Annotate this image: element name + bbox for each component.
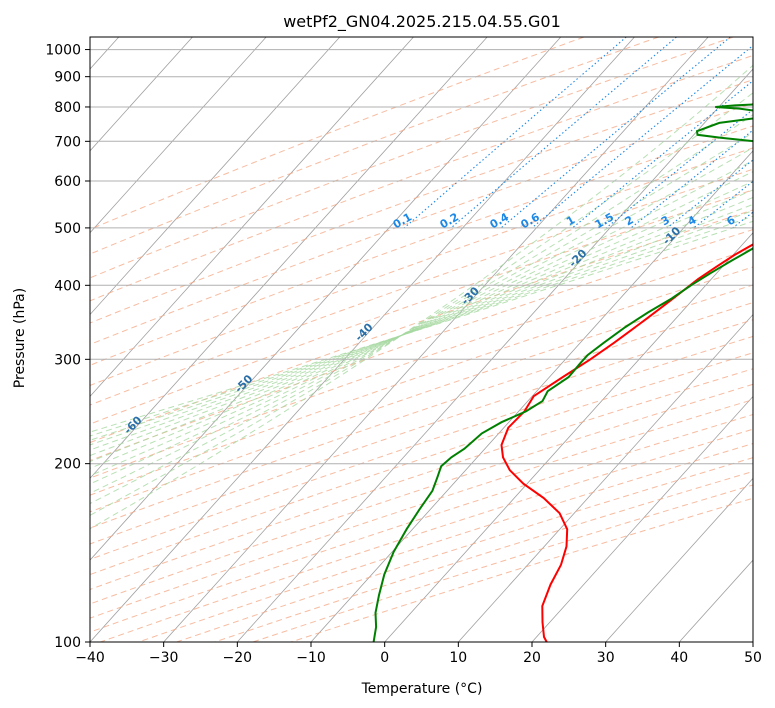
mixing-ratio-line bbox=[732, 211, 753, 229]
dry-adiabat-line bbox=[90, 37, 659, 255]
mixing-ratio-line bbox=[605, 108, 753, 229]
mixing-ratio-label: 4 bbox=[685, 213, 698, 228]
mixing-ratio-label: 2 bbox=[623, 213, 636, 228]
dry-adiabat-label: -20 bbox=[566, 246, 589, 269]
isotherm-line bbox=[237, 68, 753, 642]
mixing-ratio-line bbox=[403, 37, 627, 229]
x-tick-label: −10 bbox=[296, 650, 326, 666]
y-tick-label: 600 bbox=[54, 174, 81, 190]
moist-adiabat-line bbox=[90, 171, 753, 469]
isotherm-line bbox=[458, 313, 753, 642]
x-axis-label: Temperature (°C) bbox=[361, 681, 483, 697]
isotherm-line bbox=[679, 559, 753, 642]
dry-adiabat-label: -70 bbox=[0, 476, 14, 499]
x-tick-label: −40 bbox=[75, 650, 105, 666]
zero-isotherm-label: 0 bbox=[761, 203, 775, 218]
dry-adiabat-line bbox=[90, 147, 753, 386]
dry-adiabat-line bbox=[90, 228, 753, 462]
dry-adiabat-line bbox=[90, 37, 734, 279]
isotherm-line bbox=[90, 37, 635, 642]
isotherm-line bbox=[90, 37, 414, 398]
plot-area: 0.10.20.40.611.52346810131620253036-100-… bbox=[0, 37, 775, 642]
y-tick-label: 100 bbox=[54, 635, 81, 651]
dry-adiabat-line bbox=[176, 457, 753, 642]
dry-adiabat-line bbox=[100, 428, 753, 642]
mixing-ratio-line bbox=[572, 80, 753, 229]
mixing-ratio-label: 1 bbox=[564, 213, 577, 228]
dry-adiabat-label: -40 bbox=[352, 320, 375, 343]
isotherm-line bbox=[163, 37, 709, 642]
y-tick-label: 200 bbox=[54, 457, 81, 473]
dry-adiabat-line bbox=[90, 284, 753, 513]
isotherm-line bbox=[90, 37, 193, 152]
x-tick-label: 10 bbox=[449, 650, 467, 666]
isotherm-line bbox=[531, 395, 753, 642]
isotherm-line bbox=[310, 150, 753, 642]
dry-adiabat-line bbox=[90, 37, 585, 230]
chart-title: wetPf2_GN04.2025.215.04.55.G01 bbox=[283, 12, 561, 32]
moist-adiabat-line bbox=[90, 114, 753, 505]
dry-adiabat-line bbox=[90, 368, 753, 590]
isotherm-line bbox=[90, 37, 267, 234]
dry-adiabat-line bbox=[90, 335, 753, 560]
y-tick-label: 500 bbox=[54, 221, 81, 237]
moist-adiabat-line bbox=[90, 189, 753, 457]
dry-adiabat-line bbox=[90, 168, 753, 406]
isotherm-line bbox=[384, 232, 753, 642]
dry-adiabat-line bbox=[90, 399, 753, 619]
moist-adiabat-line bbox=[90, 131, 753, 494]
dry-adiabat-line bbox=[90, 54, 753, 302]
x-tick-label: 30 bbox=[597, 650, 615, 666]
mixing-ratio-line bbox=[761, 37, 775, 228]
x-tick-label: 40 bbox=[670, 650, 688, 666]
mixing-ratio-line bbox=[666, 159, 753, 229]
dewpoint-line bbox=[372, 103, 753, 642]
x-tick-label: 50 bbox=[744, 650, 762, 666]
moist-adiabat-line bbox=[90, 210, 753, 441]
isotherm-line bbox=[90, 37, 562, 561]
isotherm-line bbox=[752, 641, 753, 642]
y-tick-label: 900 bbox=[54, 70, 81, 86]
x-tick-label: 0 bbox=[380, 650, 389, 666]
temperature-line bbox=[500, 243, 753, 642]
moist-adiabat-line bbox=[90, 220, 753, 433]
dry-adiabat-line bbox=[90, 189, 753, 425]
mixing-ratio-line bbox=[450, 37, 677, 229]
moist-adiabat-line bbox=[90, 64, 753, 530]
moist-adiabat-line bbox=[90, 147, 753, 485]
mixing-ratio-line bbox=[693, 180, 753, 229]
isotherm-line bbox=[90, 37, 341, 316]
plot-frame bbox=[89, 36, 754, 643]
mixing-ratio-line bbox=[500, 37, 731, 229]
y-axis-label: Pressure (hPa) bbox=[12, 288, 28, 388]
dry-adiabat-line bbox=[214, 470, 753, 642]
y-tick-label: 400 bbox=[54, 278, 81, 294]
y-tick-label: 1000 bbox=[45, 43, 81, 59]
dry-adiabat-line bbox=[252, 484, 753, 642]
mixing-ratio-label: 8 bbox=[753, 213, 766, 228]
moist-adiabat-line bbox=[90, 159, 753, 477]
isotherm-line bbox=[605, 477, 753, 642]
moist-adiabat-line bbox=[90, 215, 753, 437]
axes-layer: −40 −30 −20 −10 0 10 20 30 40 50 1000 900 800 700 600 5… bbox=[45, 36, 762, 666]
y-tick-label: 300 bbox=[54, 352, 81, 368]
dry-adiabat-line bbox=[90, 413, 753, 633]
dry-adiabat-line bbox=[90, 319, 753, 545]
moist-adiabat-line bbox=[90, 180, 753, 463]
isotherm-line bbox=[90, 37, 488, 479]
x-tick-label: −30 bbox=[149, 650, 179, 666]
y-tick-label: 700 bbox=[54, 134, 81, 150]
x-tick-label: −20 bbox=[223, 650, 253, 666]
y-tick-label: 800 bbox=[54, 100, 81, 116]
mixing-ratio-line bbox=[531, 44, 753, 229]
x-tick-label: 20 bbox=[523, 650, 541, 666]
mixing-ratio-line bbox=[630, 129, 753, 229]
